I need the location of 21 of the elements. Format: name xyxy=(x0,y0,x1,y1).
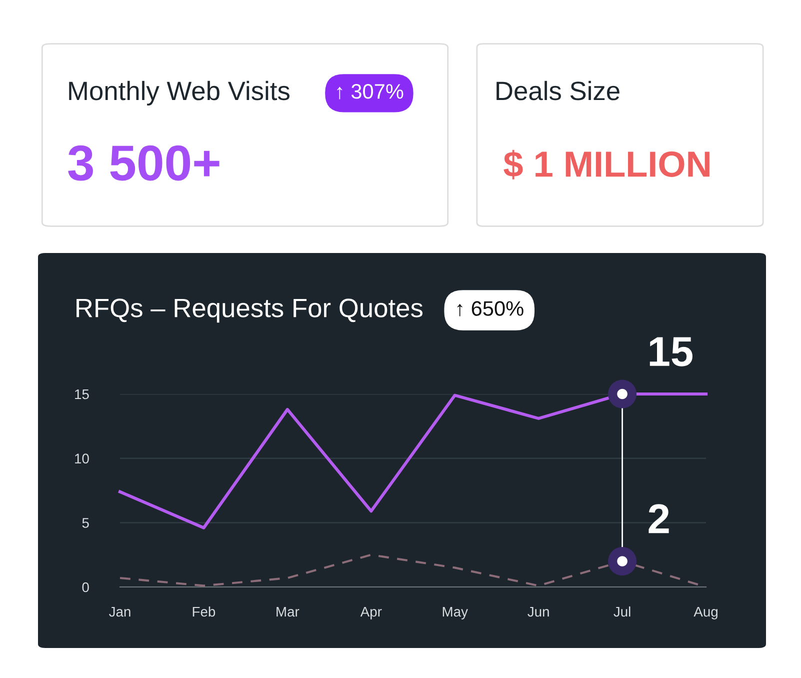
data-label: 2 xyxy=(648,504,669,534)
text: Monthly Web Visits xyxy=(69,80,290,106)
x-tick-label: Jan xyxy=(109,606,130,617)
x-tick-label: Jul xyxy=(614,606,630,617)
x-tick-label: Aug xyxy=(694,606,718,620)
text: ↑ 650% xyxy=(457,301,524,316)
x-tick-label: Mar xyxy=(276,606,300,617)
x-tick-label: Feb xyxy=(192,606,216,617)
x-tick-label: Apr xyxy=(360,606,382,620)
y-tick-label: 0 xyxy=(82,582,89,592)
x-tick-label: Jun xyxy=(528,606,549,617)
data-label: 15 xyxy=(650,337,692,366)
x-tick-label: May xyxy=(442,606,468,620)
text: Deals Size xyxy=(496,80,620,100)
y-tick-label: 15 xyxy=(75,389,89,400)
y-tick-label: 10 xyxy=(75,454,89,464)
text: 3 500+ xyxy=(68,145,220,181)
y-tick-label: 5 xyxy=(82,518,89,528)
chart-title: RFQs – Requests For Quotes xyxy=(76,298,422,323)
text: ↑ 307% xyxy=(337,84,404,100)
text: $ 1 MILLION xyxy=(504,150,710,180)
